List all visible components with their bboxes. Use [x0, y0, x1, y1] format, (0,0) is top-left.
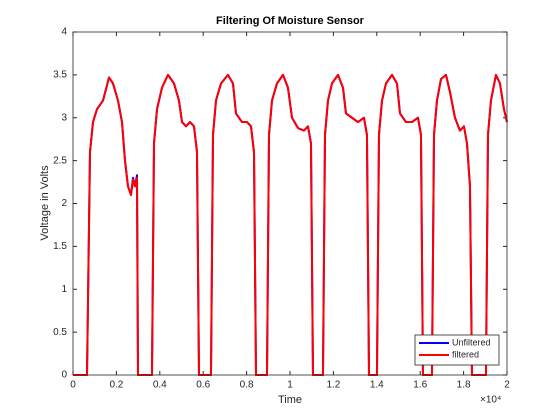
x-tick-label: 1.6: [413, 380, 427, 391]
y-tick-label: 3: [61, 112, 67, 123]
y-tick-label: 1.5: [53, 241, 67, 252]
chart-title: Filtering Of Moisture Sensor: [216, 15, 365, 27]
legend-box: [414, 334, 500, 366]
x-tick-label: 1.8: [457, 380, 471, 391]
x-exponent: ×10⁴: [480, 395, 501, 406]
x-tick-label: 0.6: [196, 380, 210, 391]
x-tick-label: 0.2: [109, 380, 123, 391]
x-tick-label: 2: [504, 380, 510, 391]
x-tick-label: 0.4: [153, 380, 167, 391]
y-tick-label: 0: [61, 370, 67, 381]
x-tick-label: 1.4: [370, 380, 384, 391]
y-tick-label: 4: [61, 27, 67, 38]
x-tick-label: 1.2: [326, 380, 340, 391]
x-tick-label: 1: [287, 380, 293, 391]
y-tick-label: 1: [61, 284, 67, 295]
axes-box: [72, 31, 508, 376]
legend-label: Unfiltered: [452, 337, 491, 347]
y-tick-label: 2.5: [53, 155, 67, 166]
plot-area: [73, 32, 507, 375]
y-tick-label: 0.5: [53, 327, 67, 338]
y-tick-label: 2: [61, 198, 67, 209]
x-tick-label: 0.8: [240, 380, 254, 391]
y-axis-label: Voltage in Volts: [39, 165, 51, 241]
legend-label: filtered: [452, 349, 479, 359]
x-tick-label: 0: [70, 380, 76, 391]
x-axis-label: Time: [278, 394, 302, 406]
y-tick-label: 3.5: [53, 70, 67, 81]
